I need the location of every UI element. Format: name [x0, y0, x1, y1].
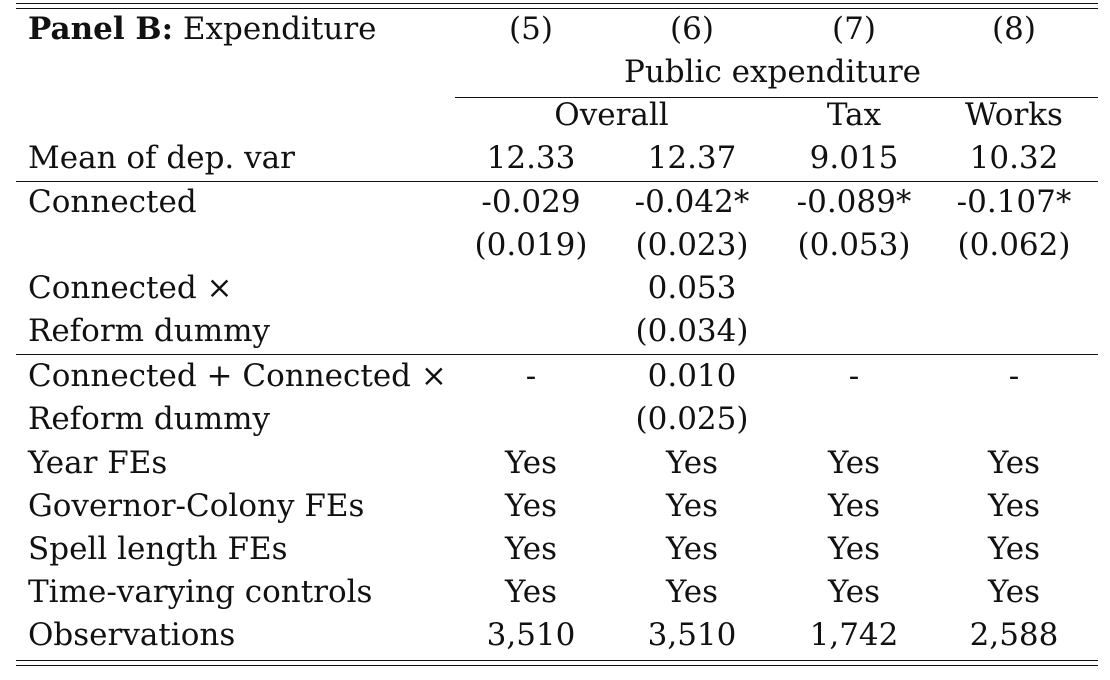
bottom-rule-2 — [16, 665, 1098, 666]
sum-coef-5: - — [525, 358, 537, 394]
observations-label: Observations — [28, 617, 236, 653]
mean-row-label: Mean of dep. var — [28, 140, 295, 176]
control-governor-colony-fes-6: Yes — [665, 488, 719, 524]
connected-coef-7: -0.089* — [796, 184, 912, 220]
sum-coef-6: 0.010 — [647, 358, 737, 394]
sum-coef-8: - — [1008, 358, 1020, 394]
connected-coef-8: -0.107* — [956, 184, 1072, 220]
subgroup-works: Works — [965, 97, 1063, 133]
column-header-7: (7) — [832, 11, 876, 47]
panel-title: Panel B: Expenditure — [28, 9, 377, 49]
mean-value-5: 12.33 — [486, 140, 576, 176]
mid-rule-2 — [16, 354, 1098, 355]
interaction-label-line2: Reform dummy — [28, 313, 271, 349]
connected-se-6: (0.023) — [635, 227, 749, 263]
mean-value-7: 9.015 — [809, 140, 899, 176]
connected-se-5: (0.019) — [474, 227, 588, 263]
control-spell-length-fes-5: Yes — [504, 531, 558, 567]
top-rule-1 — [16, 3, 1098, 4]
sum-label-line1: Connected + Connected × — [28, 358, 447, 394]
subgroup-overall: Overall — [554, 97, 669, 133]
column-header-8: (8) — [992, 11, 1036, 47]
connected-coef-5: -0.029 — [481, 184, 581, 220]
interaction-coef-6: 0.053 — [647, 270, 737, 306]
control-year-fes-5: Yes — [504, 445, 558, 481]
control-year-fes-8: Yes — [987, 445, 1041, 481]
control-governor-colony-fes-8: Yes — [987, 488, 1041, 524]
connected-label: Connected — [28, 184, 197, 220]
observations-7: 1,742 — [809, 617, 899, 653]
mean-value-6: 12.37 — [647, 140, 737, 176]
observations-5: 3,510 — [486, 617, 576, 653]
control-label-governor-colony-fes: Governor-Colony FEs — [28, 488, 365, 524]
connected-se-7: (0.053) — [797, 227, 911, 263]
control-spell-length-fes-6: Yes — [665, 531, 719, 567]
control-year-fes-6: Yes — [665, 445, 719, 481]
panel-bold-label: Panel B: — [28, 11, 174, 47]
panel-title-text: Expenditure — [182, 11, 377, 47]
interaction-label-line1: Connected × — [28, 270, 233, 306]
control-label-time-varying-controls: Time-varying controls — [28, 574, 373, 610]
control-time-varying-controls-6: Yes — [665, 574, 719, 610]
top-rule-2 — [16, 8, 1098, 9]
observations-8: 2,588 — [969, 617, 1059, 653]
control-spell-length-fes-7: Yes — [827, 531, 881, 567]
column-header-5: (5) — [509, 11, 553, 47]
control-spell-length-fes-8: Yes — [987, 531, 1041, 567]
control-time-varying-controls-7: Yes — [827, 574, 881, 610]
interaction-se-6: (0.034) — [635, 313, 749, 349]
control-time-varying-controls-8: Yes — [987, 574, 1041, 610]
sum-coef-7: - — [848, 358, 860, 394]
connected-se-8: (0.062) — [957, 227, 1071, 263]
control-governor-colony-fes-7: Yes — [827, 488, 881, 524]
control-label-year-fes: Year FEs — [28, 445, 168, 481]
control-label-spell-length-fes: Spell length FEs — [28, 531, 288, 567]
group-rule — [455, 97, 1098, 98]
control-year-fes-7: Yes — [827, 445, 881, 481]
mean-value-8: 10.32 — [969, 140, 1059, 176]
control-governor-colony-fes-5: Yes — [504, 488, 558, 524]
subgroup-tax: Tax — [826, 97, 882, 133]
group-header: Public expenditure — [623, 54, 922, 90]
connected-coef-6: -0.042* — [634, 184, 750, 220]
column-header-6: (6) — [670, 11, 714, 47]
control-time-varying-controls-5: Yes — [504, 574, 558, 610]
observations-6: 3,510 — [647, 617, 737, 653]
bottom-rule-1 — [16, 660, 1098, 661]
sum-label-line2: Reform dummy — [28, 401, 271, 437]
mid-rule-1 — [16, 181, 1098, 182]
sum-se-6: (0.025) — [635, 401, 749, 437]
